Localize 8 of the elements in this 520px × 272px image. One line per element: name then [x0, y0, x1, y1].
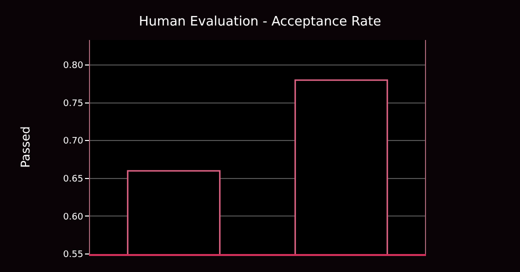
y-tick-label: 0.75: [63, 98, 84, 109]
chart-title: Human Evaluation - Acceptance Rate: [138, 14, 382, 30]
y-tick-label: 0.65: [63, 174, 84, 185]
y-tick-label: 0.55: [63, 250, 84, 260]
y-tick-label: 0.60: [63, 212, 84, 222]
y-axis-title: Passed: [18, 126, 32, 168]
y-tick-label: 0.80: [63, 61, 84, 72]
y-tick-label: 0.70: [63, 136, 84, 147]
